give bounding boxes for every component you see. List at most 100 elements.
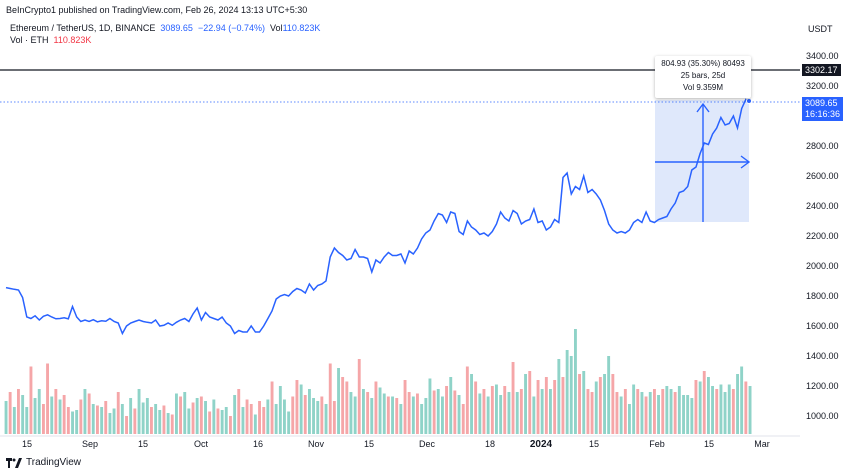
volume-bar — [270, 381, 274, 434]
volume-bar — [21, 395, 25, 434]
volume-bar — [544, 377, 548, 434]
volume-bar — [175, 393, 178, 434]
volume-bar — [478, 393, 482, 434]
volume-bar — [4, 401, 8, 434]
volume-bar — [337, 368, 340, 434]
volume-bar — [632, 384, 636, 434]
volume-bar — [158, 410, 162, 434]
volume-bar — [237, 389, 241, 434]
volume-bar — [112, 408, 116, 434]
volume-bar — [644, 396, 648, 434]
volume-bar — [619, 396, 623, 434]
measure-tooltip: 804.93 (35.30%) 80493 25 bars, 25d Vol 9… — [655, 56, 751, 98]
volume-bar — [578, 374, 581, 434]
volume-bar — [162, 405, 166, 434]
volume-bar — [341, 377, 345, 434]
volume-bar — [657, 395, 660, 434]
volume-bar — [199, 396, 203, 434]
bar-countdown: 16:16:36 — [805, 109, 841, 119]
volume-bar — [395, 398, 399, 434]
volume-bar — [362, 389, 365, 434]
volume-bar — [519, 389, 523, 434]
volume-bars — [4, 329, 752, 434]
volume-bar — [191, 402, 195, 434]
volume-bar — [100, 407, 104, 434]
volume-bar — [445, 386, 448, 434]
y-tick-label: 2200.00 — [806, 231, 839, 241]
volume-bar — [411, 396, 415, 434]
volume-bar — [154, 404, 158, 434]
volume-bar — [682, 395, 685, 434]
price-series-line[interactable] — [5, 98, 751, 336]
volume-bar — [623, 389, 627, 434]
volume-bar — [598, 377, 602, 434]
volume-bar — [258, 401, 261, 434]
volume-bar — [607, 356, 611, 434]
volume-series-label: Vol · ETH — [10, 35, 49, 45]
volume-legend: Vol · ETH 110.823K — [10, 35, 91, 45]
volume-bar — [569, 356, 573, 434]
volume-bar — [565, 350, 569, 434]
volume-bar — [715, 389, 719, 434]
volume-bar — [195, 398, 199, 434]
volume-bar — [79, 399, 83, 434]
x-tick-label: Dec — [419, 439, 436, 449]
volume-bar — [75, 410, 79, 434]
y-tick-label: 1600.00 — [806, 321, 839, 331]
x-tick-label: 15 — [138, 439, 148, 449]
volume-bar — [707, 377, 710, 434]
y-tick-label: 3200.00 — [806, 81, 839, 91]
volume-bar — [66, 407, 70, 434]
volume-bar — [91, 404, 95, 434]
volume-bar — [528, 371, 532, 434]
volume-bar — [150, 407, 153, 434]
volume-bar — [561, 377, 565, 434]
volume-bar — [170, 414, 174, 434]
volume-bar — [224, 407, 228, 434]
volume-bar — [457, 395, 461, 434]
symbol-name: Ethereum / TetherUS, 1D, BINANCE — [10, 23, 156, 33]
volume-bar — [574, 329, 577, 434]
volume-bar — [370, 398, 374, 434]
volume-bar — [677, 386, 681, 434]
volume-bar — [603, 374, 606, 434]
volume-bar — [486, 396, 490, 434]
volume-bar — [233, 395, 237, 434]
volume-bar — [673, 392, 677, 434]
volume-bar — [586, 389, 590, 434]
volume-bar — [532, 396, 536, 434]
volume-bar — [129, 398, 133, 434]
footer-brand[interactable]: TradingView — [6, 457, 81, 468]
y-tick-label: 3400.00 — [806, 51, 839, 61]
volume-bar — [287, 411, 291, 434]
y-tick-label: 2600.00 — [806, 171, 839, 181]
symbol-legend: Ethereum / TetherUS, 1D, BINANCE 3089.65… — [10, 23, 320, 33]
volume-bar — [748, 386, 752, 434]
volume-bar — [378, 387, 382, 434]
volume-bar — [46, 363, 49, 434]
volume-bar — [432, 390, 436, 434]
volume-bar — [245, 399, 249, 434]
volume-bar — [744, 381, 748, 434]
volume-bar — [449, 377, 453, 434]
volume-bar — [590, 392, 594, 434]
volume-bar — [328, 363, 332, 434]
x-tick-label: Nov — [308, 439, 325, 449]
volume-bar — [96, 405, 99, 434]
volume-bar — [29, 366, 33, 434]
volume-bar — [125, 416, 128, 434]
price-change: −22.94 (−0.74%) — [197, 23, 266, 33]
measure-region[interactable] — [655, 100, 749, 222]
volume-bar — [183, 392, 187, 434]
volume-bar — [428, 378, 432, 434]
volume-bar — [736, 374, 739, 434]
volume-bar — [490, 386, 494, 434]
volume-bar — [42, 404, 45, 434]
volume-bar — [324, 404, 328, 434]
volume-bar — [295, 380, 299, 434]
publisher-line: BeInCrypto1 published on TradingView.com… — [6, 5, 308, 15]
current-price-tag: 3089.65 16:16:36 — [802, 97, 844, 121]
volume-bar — [461, 404, 465, 434]
volume-bar — [204, 401, 207, 434]
